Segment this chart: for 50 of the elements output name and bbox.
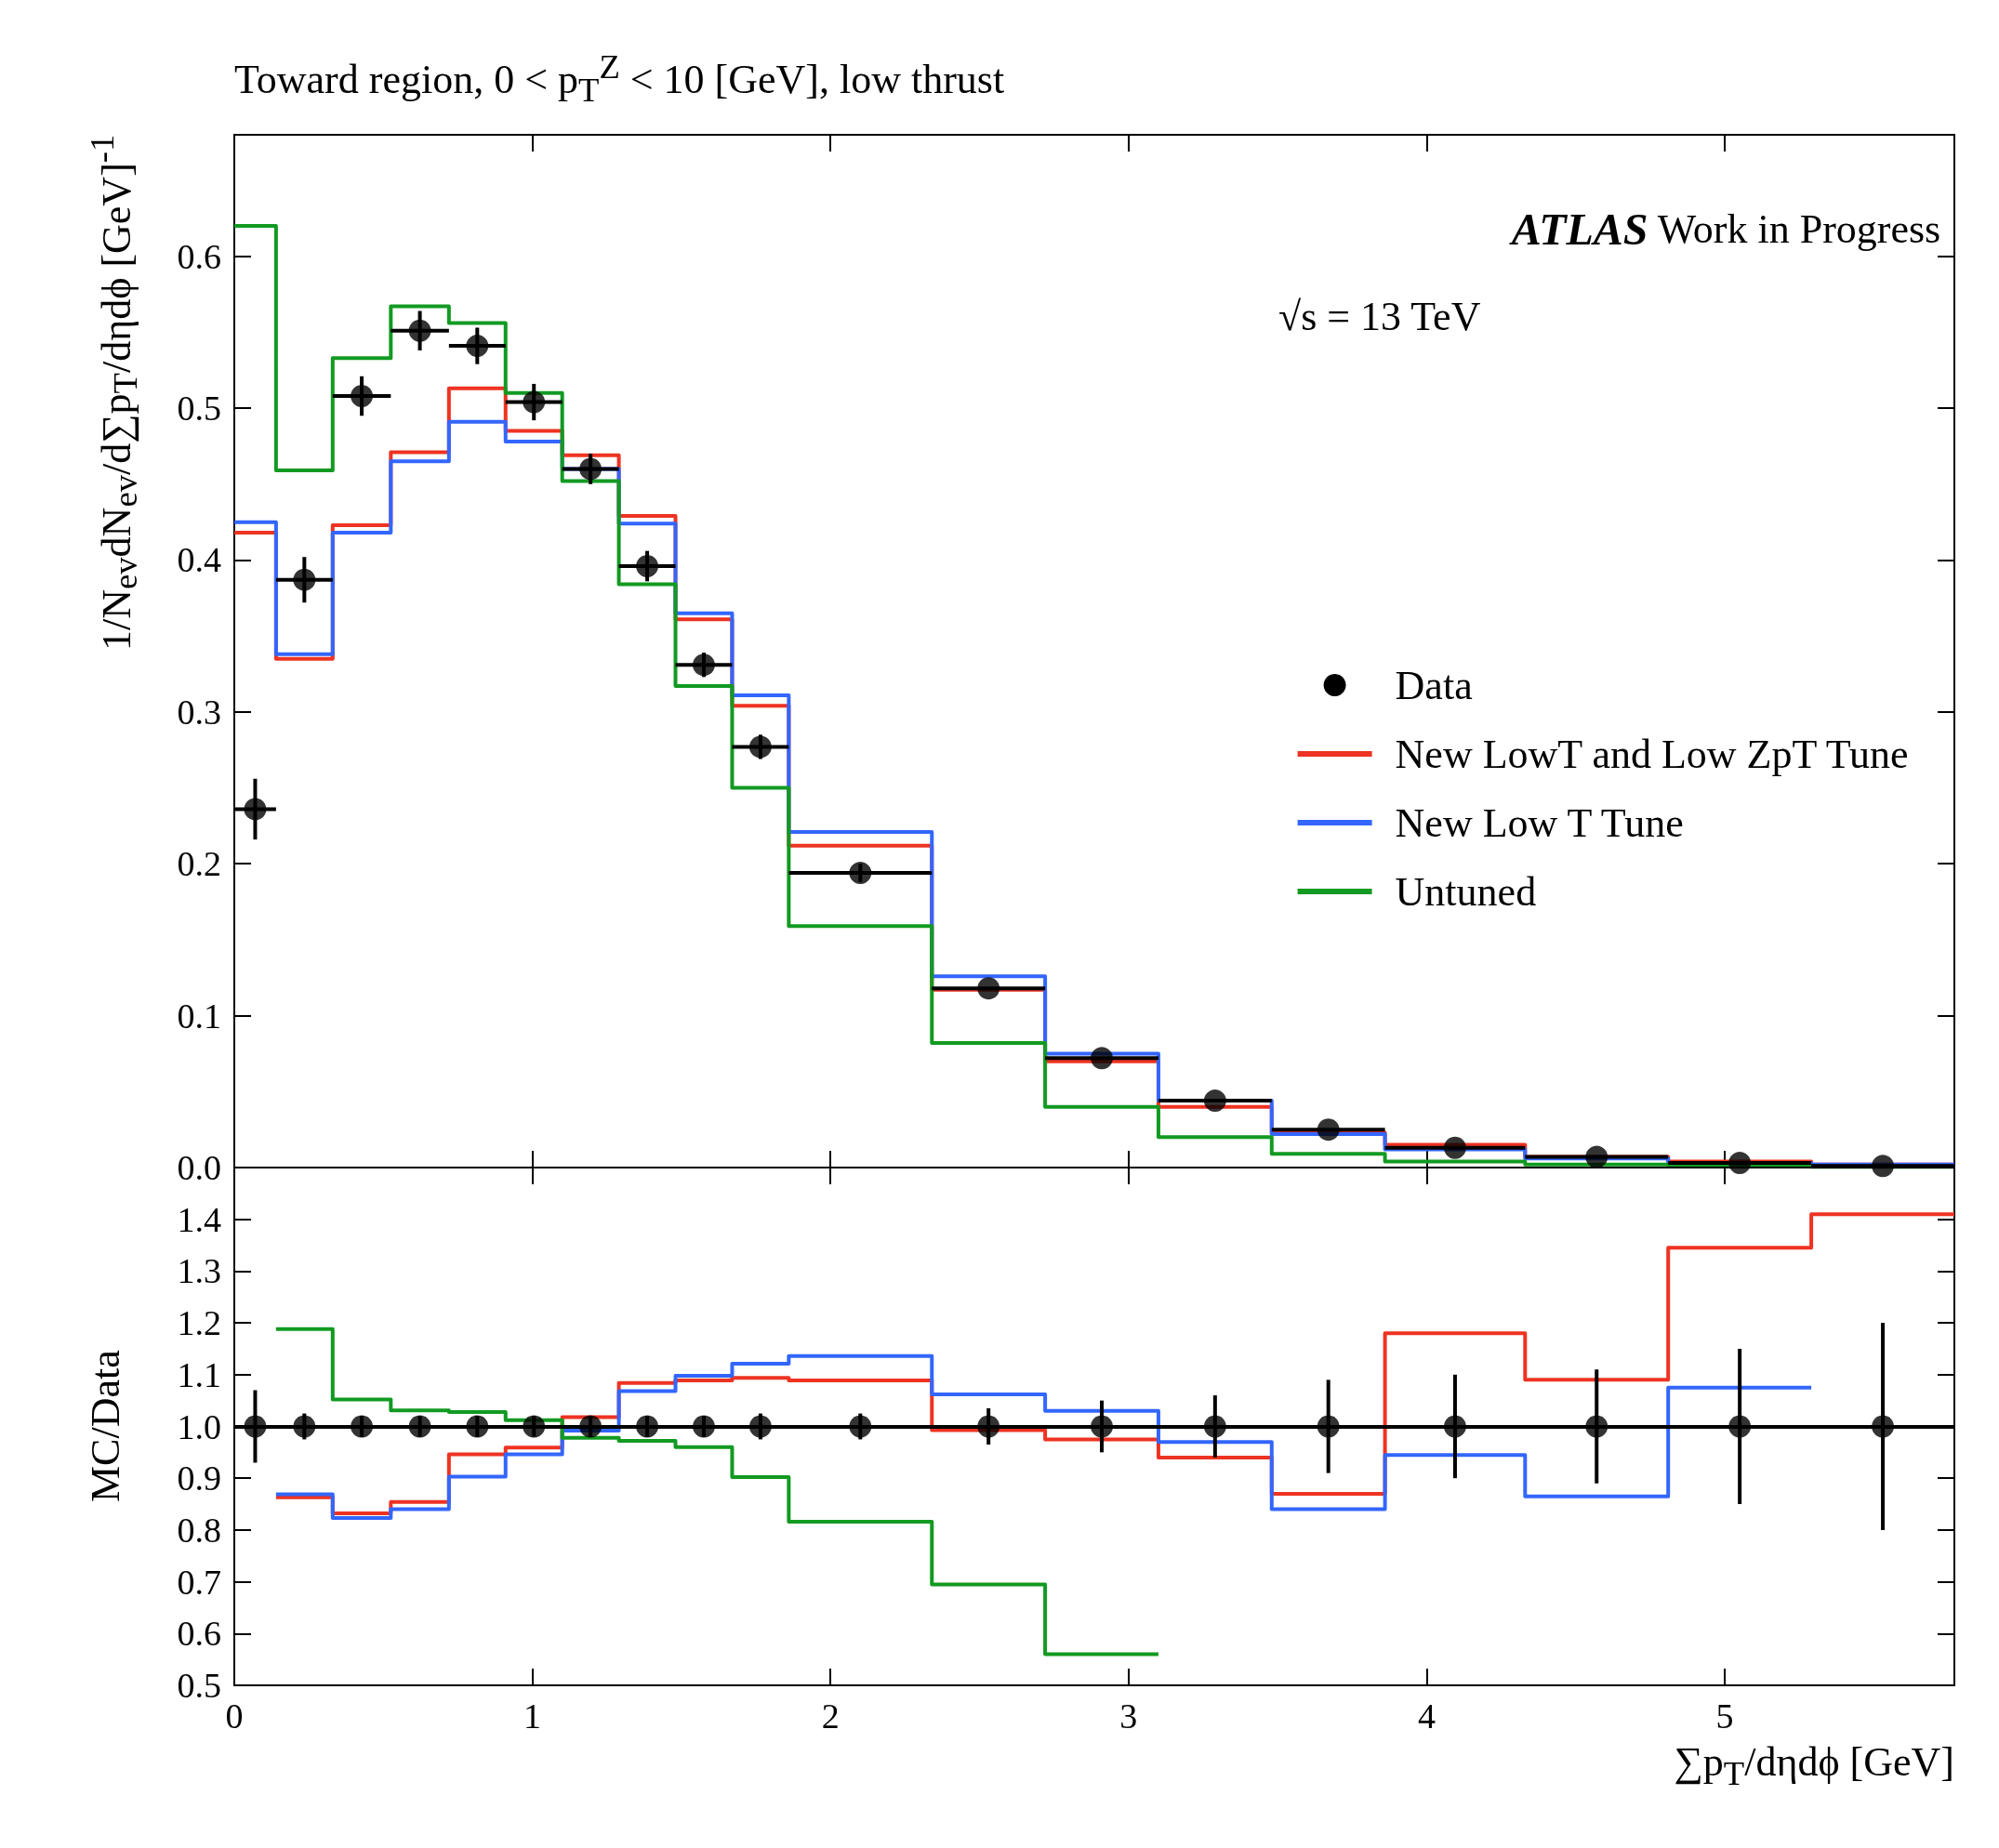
legend-label: New Low T Tune	[1395, 799, 1684, 846]
point	[636, 555, 659, 577]
y-tick-label: 0.9	[177, 1459, 221, 1498]
point	[1091, 1047, 1114, 1070]
y-tick-label: 0.6	[177, 236, 221, 276]
point	[1585, 1145, 1608, 1168]
x-tick-label: 5	[1715, 1696, 1734, 1736]
legend-label: Data	[1395, 662, 1473, 708]
x-tick-label: 1	[523, 1696, 542, 1736]
legend-label: New LowT and Low ZpT Tune	[1395, 731, 1909, 777]
y-tick-label: 0.3	[177, 692, 221, 732]
point	[977, 977, 1000, 1000]
y-tick-label: 1.1	[177, 1354, 221, 1394]
y-tick-label: 0.8	[177, 1510, 221, 1550]
point	[351, 385, 374, 408]
y-tick-label: 0.2	[177, 844, 221, 884]
point	[1317, 1118, 1340, 1142]
y-tick-label: 0.4	[177, 540, 221, 580]
point	[1443, 1136, 1466, 1159]
point	[693, 653, 715, 677]
point	[1728, 1152, 1752, 1175]
point	[523, 390, 546, 414]
chart-title: Toward region, 0 < p$_{T}$$^{Z}$ < 10 [GeV], low thrust	[234, 46, 1005, 112]
x-tick-label: 2	[821, 1696, 840, 1736]
y-axis-title: MC/Data	[82, 1349, 129, 1505]
point	[466, 335, 489, 358]
x-tick-label: 3	[1119, 1696, 1138, 1736]
annotation: ATLAS Work in Progress	[1508, 204, 1941, 254]
y-tick-label: 1.3	[177, 1251, 221, 1291]
x-axis-title: ∑p$_{T}$/dηdϕ [GeV]	[1674, 1738, 1954, 1794]
x-tick-label: 0	[225, 1696, 244, 1736]
annotation: √s = 13 TeV	[1278, 293, 1481, 339]
y-tick-label: 1.2	[177, 1303, 221, 1343]
point	[1203, 1089, 1226, 1113]
y-tick-label: 0.1	[177, 996, 221, 1036]
point	[748, 735, 772, 759]
y-tick-label: 1.4	[177, 1199, 221, 1239]
y-tick-label: 0.5	[177, 1666, 221, 1705]
x-tick-label: 4	[1418, 1696, 1436, 1736]
point	[849, 862, 872, 885]
point	[293, 568, 316, 591]
point	[579, 457, 602, 481]
legend-label: Untuned	[1395, 868, 1537, 915]
y-tick-label: 0.0	[177, 1148, 221, 1187]
y-tick-label: 0.6	[177, 1614, 221, 1654]
y-tick-label: 1.0	[177, 1406, 221, 1446]
point	[408, 319, 431, 342]
y-tick-label: 0.5	[177, 389, 221, 429]
y-tick-label: 0.7	[177, 1562, 221, 1602]
point	[244, 798, 267, 821]
